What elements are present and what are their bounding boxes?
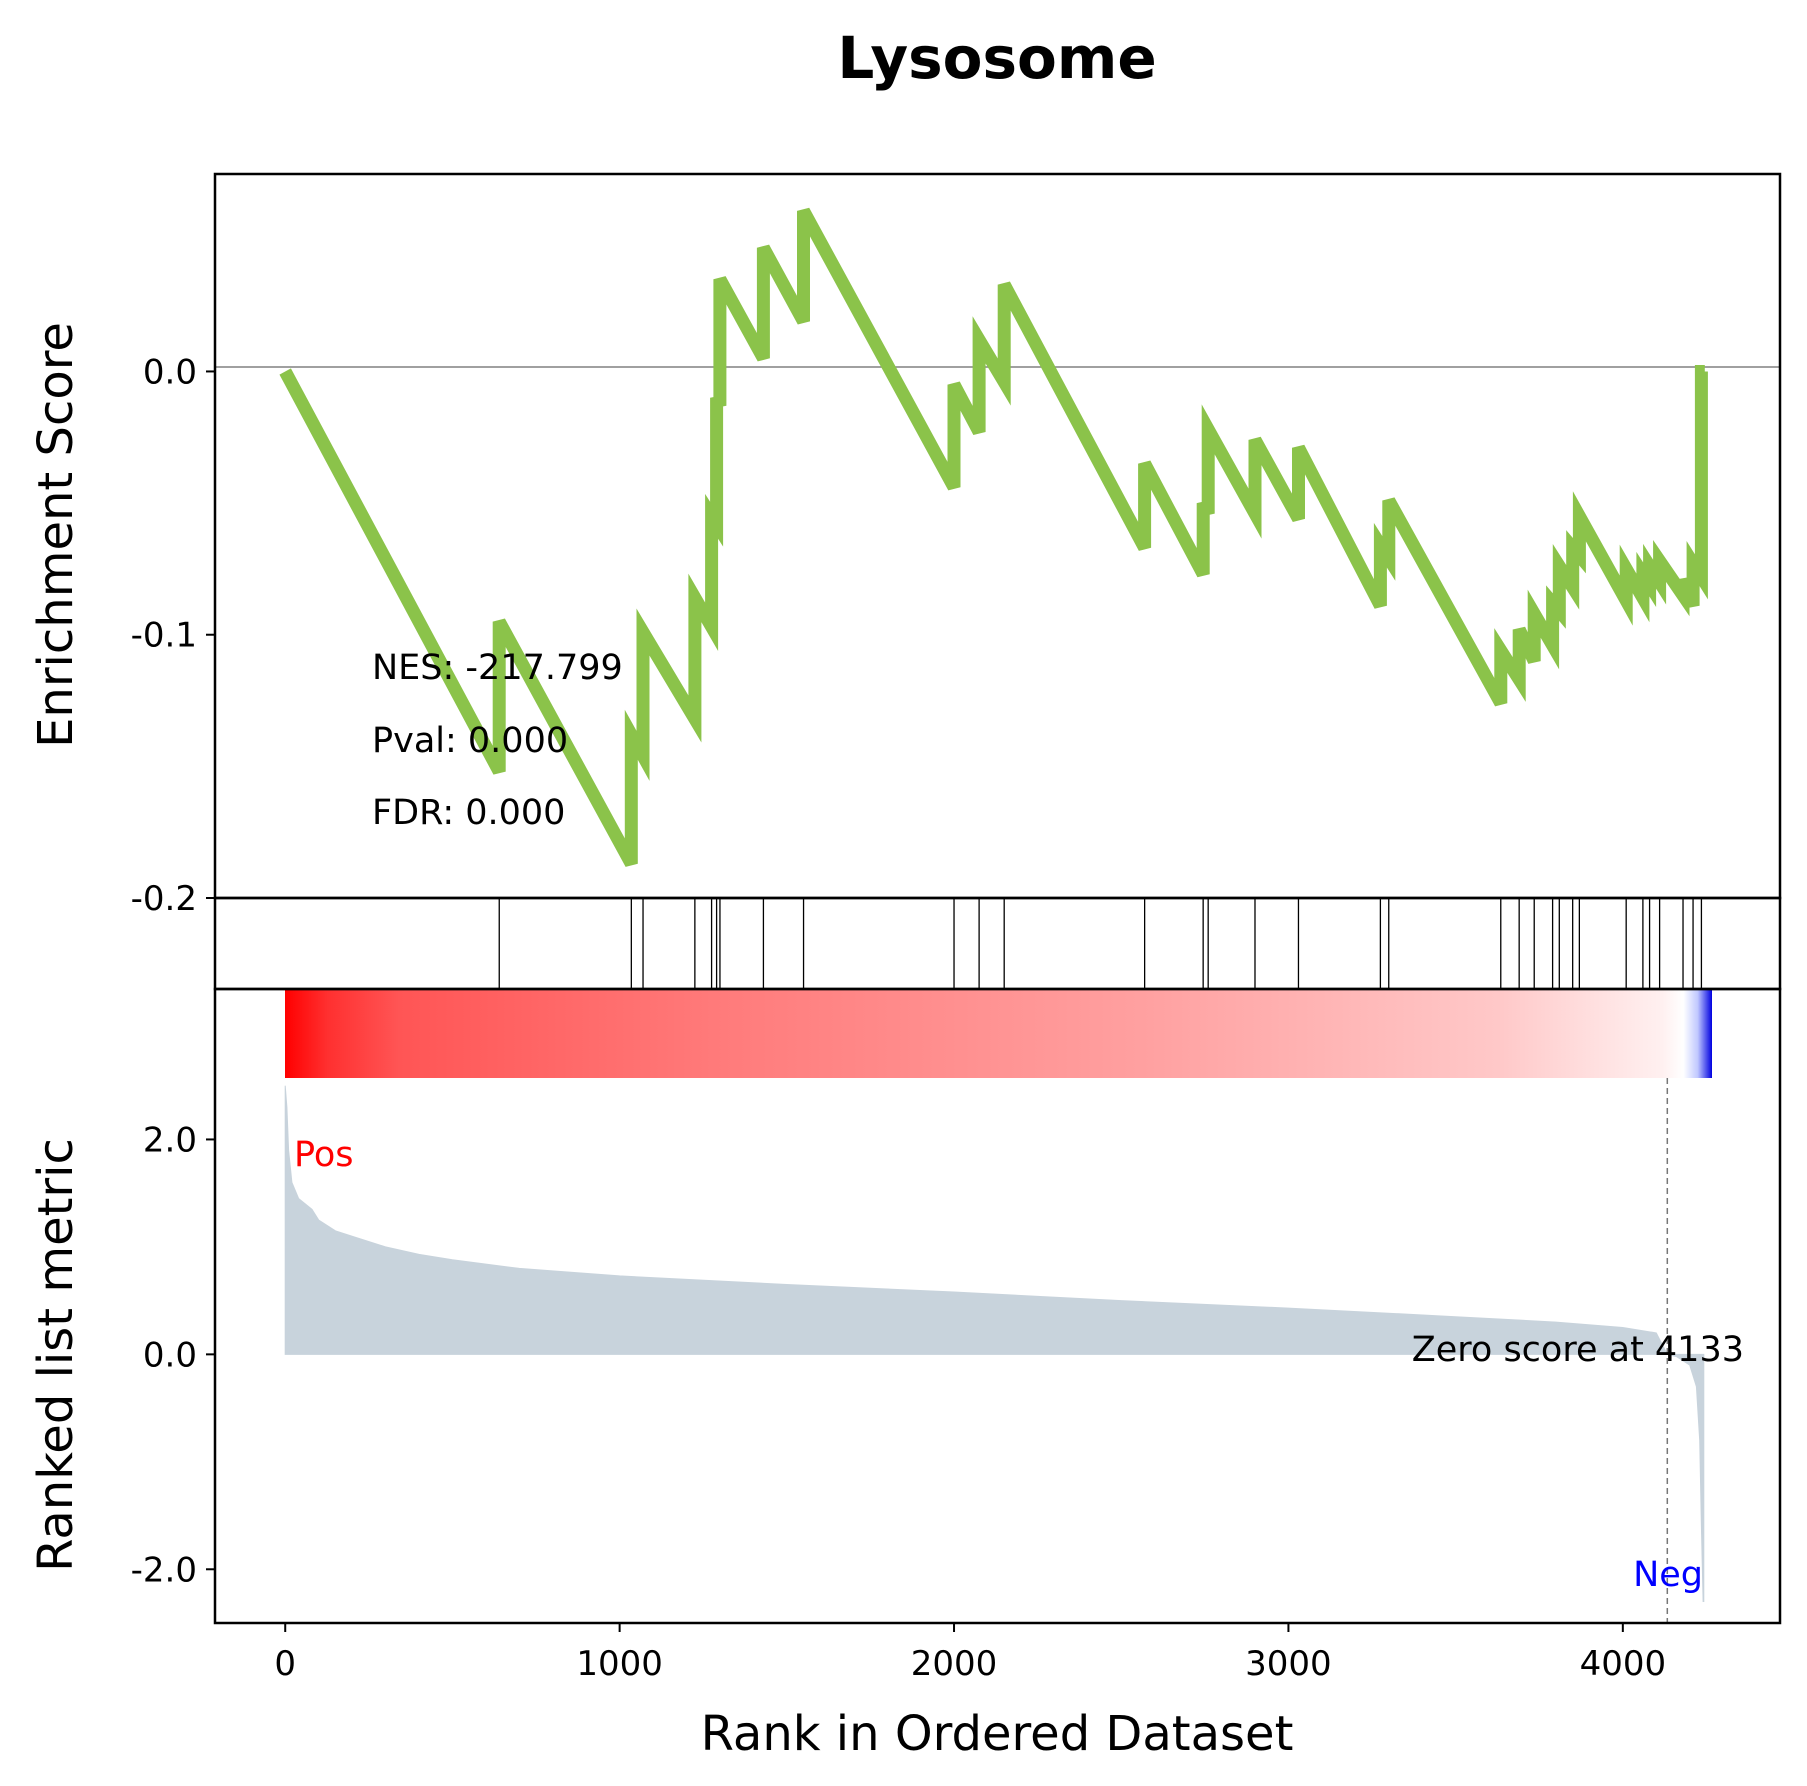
es-panel-frame — [213, 172, 1782, 900]
gene-hits-panel — [498, 898, 1703, 989]
ranking-color-bar — [285, 988, 1712, 1078]
neg-label: Neg — [1633, 1555, 1703, 1595]
zero-score-label: Zero score at 4133 — [1412, 1330, 1744, 1370]
enrichment-score-line — [279, 207, 1708, 867]
es-y-ticks: 0.0 -0.1 -0.2 — [131, 352, 215, 919]
x-axis-ticks: 0 1000 2000 3000 4000 — [274, 1623, 1666, 1684]
rank-y-axis-label: Ranked list metric — [28, 1138, 84, 1572]
rank-y-tick-label: 0.0 — [143, 1335, 197, 1375]
es-y-tick-label: -0.2 — [131, 879, 197, 919]
pval-stat: Pval: 0.000 — [372, 721, 568, 761]
pos-label: Pos — [294, 1135, 354, 1175]
rank-y-tick-label: 2.0 — [143, 1120, 197, 1160]
nes-stat: NES: -217.799 — [372, 648, 623, 688]
hits-panel-frame — [213, 896, 1782, 991]
enrichment-score-panel: 0.0 -0.1 -0.2 NES: -217.799 Pval: 0.000 FD… — [28, 207, 1780, 919]
x-tick-label: 4000 — [1580, 1644, 1667, 1684]
ranked-metric-panel: 2.0 0.0 -2.0 Pos Neg Zero score at 4133 Ra… — [28, 988, 1744, 1623]
rank-y-ticks: 2.0 0.0 -2.0 — [131, 1120, 215, 1590]
rank-panel-frame — [213, 987, 1782, 1625]
x-tick-label: 0 — [274, 1644, 296, 1684]
es-y-tick-label: -0.1 — [131, 616, 197, 656]
ranked-metric-area — [284, 1085, 1705, 1602]
es-y-axis-label: Enrichment Score — [28, 322, 84, 748]
chart-title: Lysosome — [837, 24, 1156, 92]
x-tick-label: 3000 — [1245, 1644, 1332, 1684]
fdr-stat: FDR: 0.000 — [372, 793, 565, 833]
x-axis-label: Rank in Ordered Dataset — [701, 1706, 1294, 1762]
es-y-tick-label: 0.0 — [143, 352, 197, 392]
rank-y-tick-label: -2.0 — [131, 1550, 197, 1590]
x-tick-label: 1000 — [576, 1644, 663, 1684]
x-tick-label: 2000 — [911, 1644, 998, 1684]
